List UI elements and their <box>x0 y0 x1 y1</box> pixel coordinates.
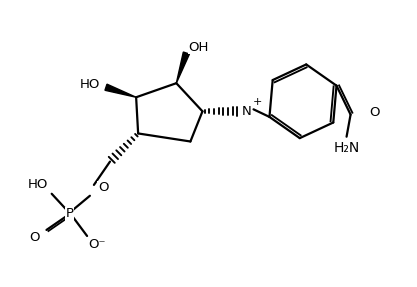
Text: O⁻: O⁻ <box>88 238 106 251</box>
Text: P: P <box>66 208 74 220</box>
Text: +: + <box>253 98 263 108</box>
Text: OH: OH <box>188 40 208 53</box>
Text: O: O <box>98 181 108 194</box>
Polygon shape <box>176 52 189 83</box>
Polygon shape <box>105 84 136 97</box>
Text: HO: HO <box>80 78 100 91</box>
Text: O: O <box>29 232 40 245</box>
Text: HO: HO <box>28 178 49 191</box>
Text: N: N <box>242 105 251 118</box>
Text: H₂N: H₂N <box>334 141 360 155</box>
Text: O: O <box>369 106 380 119</box>
